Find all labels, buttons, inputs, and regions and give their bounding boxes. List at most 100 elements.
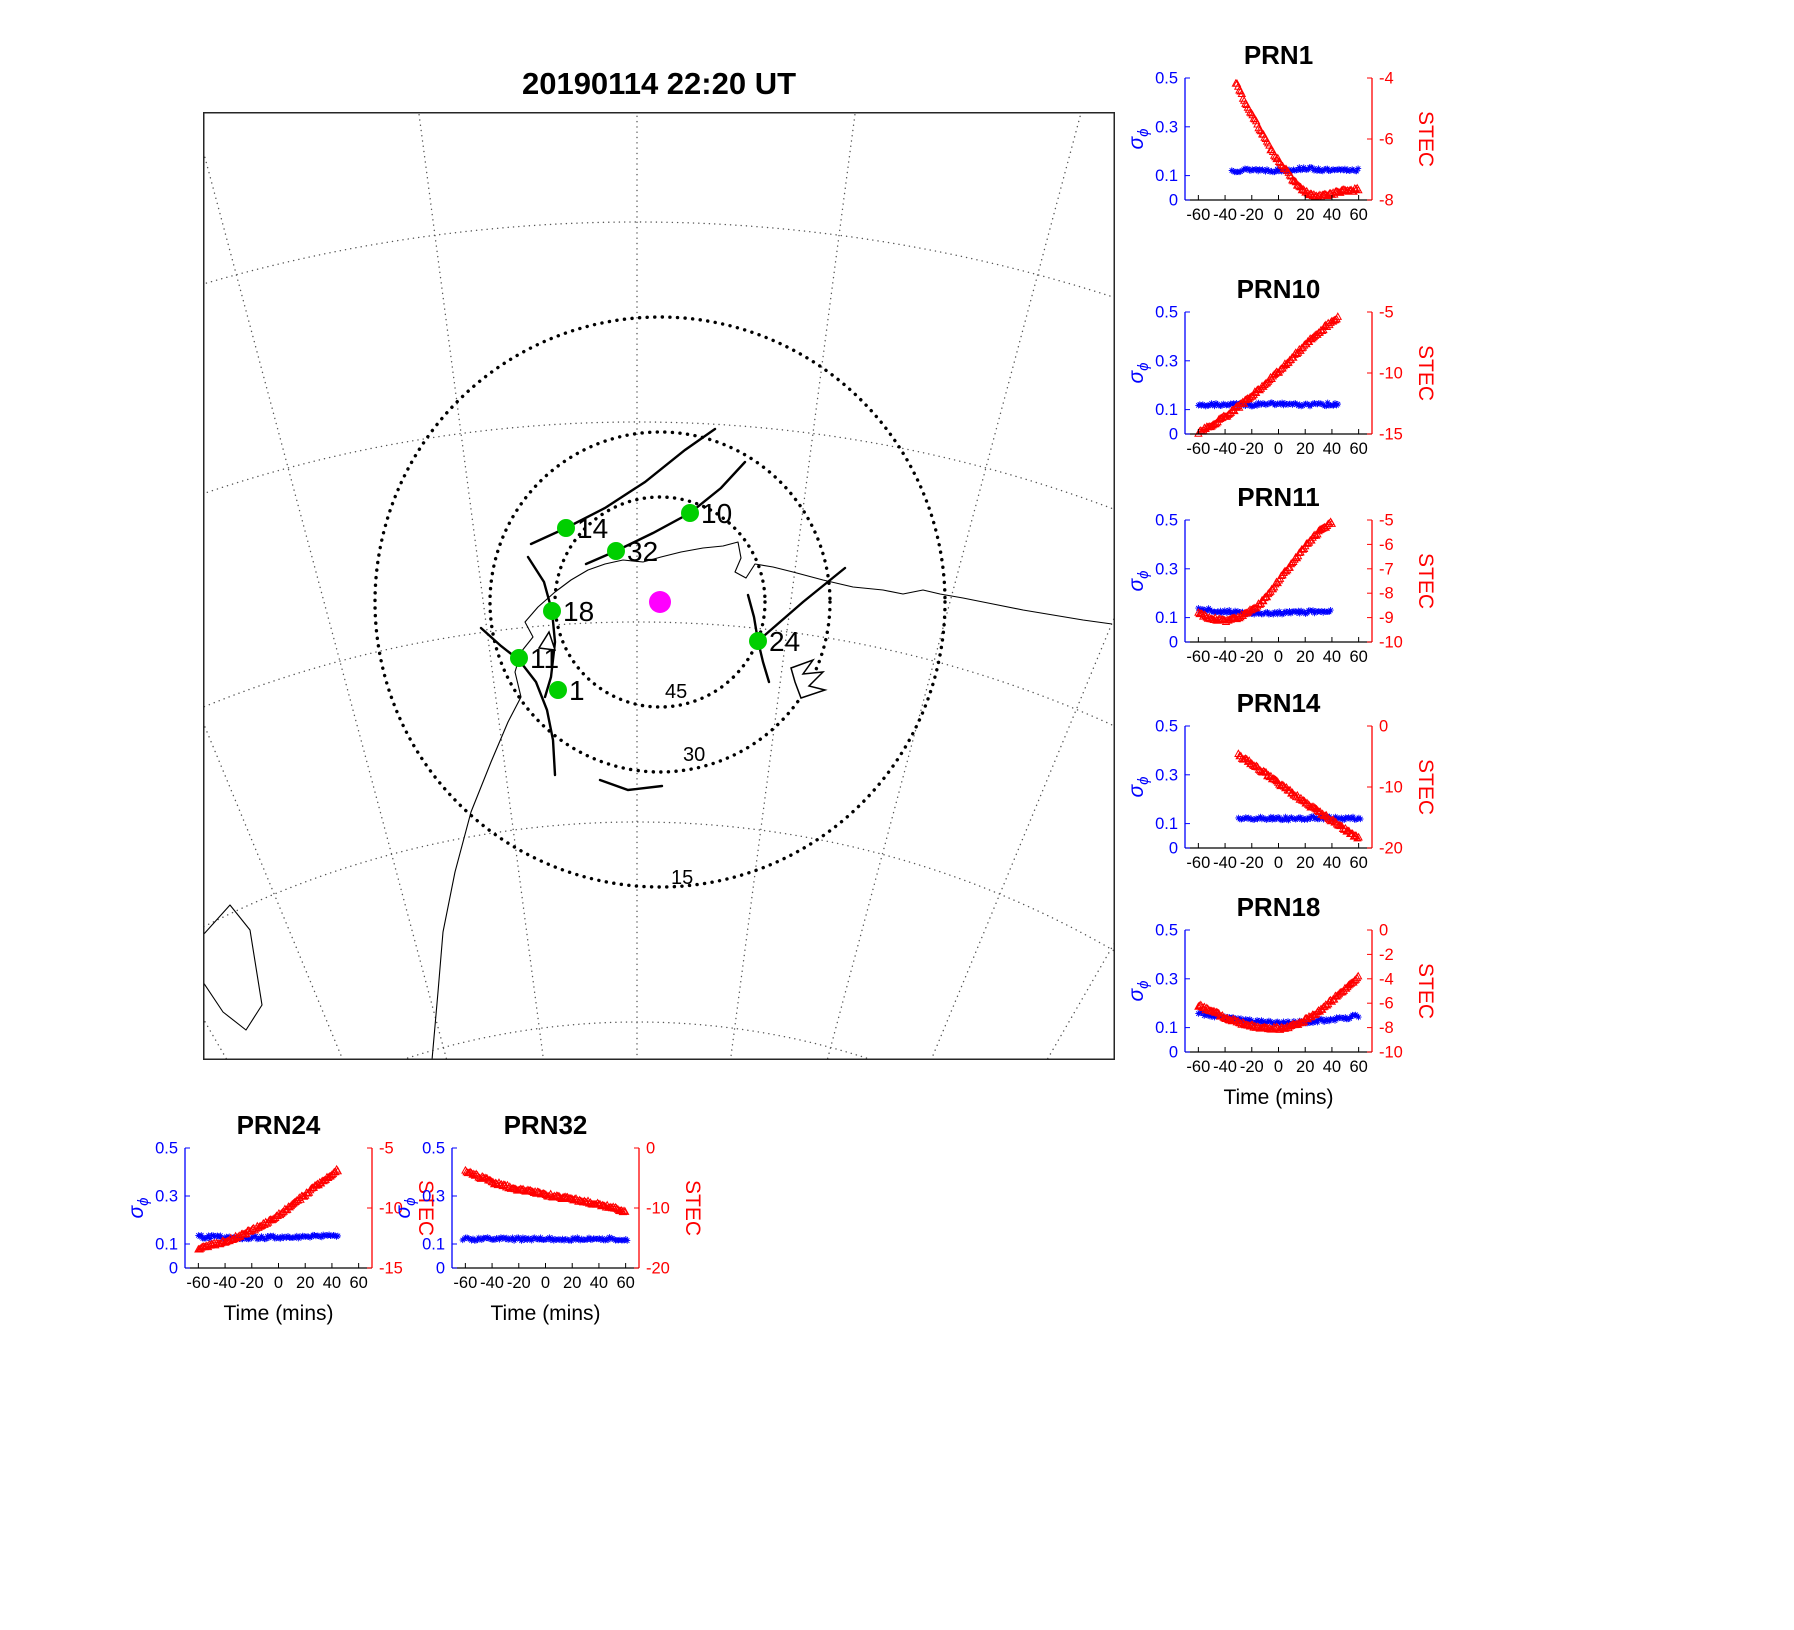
left-axis-label: σϕ: [392, 1197, 419, 1218]
axes: -60 -40 -20 0 20 40 60 0 0.1 0.3 0.5 -5 -6 -7 -8 -9 -10 P…: [1125, 482, 1437, 666]
right-tick-label: 0: [1379, 718, 1388, 736]
right-axis-label: STEC: [1414, 345, 1437, 401]
chart-title: PRN14: [1237, 688, 1321, 718]
left-tick-label: 0.3: [1155, 766, 1178, 784]
x-tick-label: -20: [1240, 1058, 1264, 1076]
chart-title: PRN32: [504, 1110, 588, 1140]
x-tick-label: 60: [1349, 1058, 1367, 1076]
svg-text:STEC: STEC: [1414, 345, 1437, 401]
x-tick-label: 40: [1323, 206, 1341, 224]
x-tick-label: 0: [1274, 206, 1283, 224]
left-tick-label: 0: [1169, 192, 1178, 210]
x-tick-label: 60: [1349, 854, 1367, 872]
right-tick-label: -10: [1379, 365, 1403, 383]
right-tick-label: -5: [1379, 512, 1394, 530]
x-axis-label: Time (mins): [223, 1302, 333, 1325]
svg-text:σϕ: σϕ: [1125, 362, 1152, 383]
right-tick-label: -10: [1379, 1044, 1403, 1062]
left-tick-label: 0.1: [1155, 1019, 1178, 1037]
axes: -60 -40 -20 0 20 40 60 0 0.1 0.3 0.5 -5 -10 -15 PRN24 T…: [125, 1110, 437, 1325]
x-tick-label: 60: [1349, 206, 1367, 224]
x-tick-label: -20: [1240, 854, 1264, 872]
right-tick-label: -10: [1379, 779, 1403, 797]
right-axis-label: STEC: [1414, 553, 1437, 609]
x-tick-label: -40: [213, 1274, 237, 1292]
x-axis-label: Time (mins): [490, 1302, 600, 1325]
x-tick-label: -20: [507, 1274, 531, 1292]
x-tick-label: -40: [1213, 206, 1237, 224]
left-axis-label: σϕ: [125, 1197, 152, 1218]
right-tick-label: -6: [1379, 536, 1394, 554]
stec-series: [1194, 517, 1337, 625]
right-tick-label: -6: [1379, 995, 1394, 1013]
x-tick-label: 0: [274, 1274, 283, 1292]
x-tick-label: -40: [1213, 440, 1237, 458]
sigma-phi-series: [459, 1234, 631, 1244]
left-tick-label: 0: [1169, 1044, 1178, 1062]
chart-prn10: -60 -40 -20 0 20 40 60 0 0.1 0.3 0.5 -5 -10 -15 PRN10 σ…: [1117, 274, 1437, 462]
right-tick-label: -4: [1379, 970, 1394, 988]
left-tick-label: 0: [1169, 840, 1178, 858]
left-tick-label: 0.5: [422, 1140, 445, 1158]
x-tick-label: 40: [1323, 648, 1341, 666]
x-tick-label: 0: [541, 1274, 550, 1292]
x-tick-label: 40: [590, 1274, 608, 1292]
x-tick-label: -40: [1213, 1058, 1237, 1076]
x-tick-label: 20: [563, 1274, 581, 1292]
x-tick-label: 20: [1296, 206, 1314, 224]
left-tick-label: 0: [169, 1260, 178, 1278]
x-tick-label: 40: [1323, 1058, 1341, 1076]
satellite-dot-prn18: [543, 602, 561, 620]
left-tick-label: 0.1: [422, 1236, 445, 1254]
satellite-label-prn11: 11: [530, 643, 559, 674]
left-axis-label: σϕ: [1125, 776, 1152, 797]
station-marker: [649, 591, 671, 613]
x-tick-label: -40: [480, 1274, 504, 1292]
svg-text:σϕ: σϕ: [392, 1197, 419, 1218]
stec-series: [1231, 78, 1363, 201]
satellite-dot-prn10: [681, 504, 699, 522]
x-tick-label: 0: [1274, 648, 1283, 666]
x-tick-label: 40: [323, 1274, 341, 1292]
right-tick-label: -5: [379, 1140, 394, 1158]
left-tick-label: 0.5: [1155, 922, 1178, 940]
right-axis-label: STEC: [1414, 963, 1437, 1019]
right-tick-label: -20: [1379, 840, 1403, 858]
left-tick-label: 0.3: [1155, 970, 1178, 988]
right-tick-label: -10: [1379, 634, 1403, 652]
right-axis-label: STEC: [1414, 759, 1437, 815]
stec-series: [1194, 971, 1363, 1033]
chart-prn24: -60 -40 -20 0 20 40 60 0 0.1 0.3 0.5 -5 -10 -15 PRN24 T…: [117, 1110, 437, 1325]
right-tick-label: 0: [1379, 922, 1388, 940]
right-axis-label: STEC: [1414, 111, 1437, 167]
left-tick-label: 0.1: [1155, 609, 1178, 627]
chart-title: PRN18: [1237, 892, 1321, 922]
right-tick-label: -7: [1379, 560, 1394, 578]
sky-map-plot: 45 30 15 14 10 32 18 24 11 1: [203, 112, 1115, 1060]
svg-text:STEC: STEC: [1414, 963, 1437, 1019]
x-axis-label: Time (mins): [1223, 1086, 1333, 1109]
right-tick-label: -10: [379, 1200, 403, 1218]
chart-prn32: -60 -40 -20 0 20 40 60 0 0.1 0.3 0.5 0 -10 -20 PRN32 Ti…: [384, 1110, 704, 1325]
right-tick-label: -9: [1379, 609, 1394, 627]
svg-text:σϕ: σϕ: [125, 1197, 152, 1218]
chart-prn18: -60 -40 -20 0 20 40 60 0 0.1 0.3 0.5 0 -2 -4 -6 -8 -10 PR…: [1117, 892, 1437, 1109]
left-tick-label: 0.5: [155, 1140, 178, 1158]
x-tick-label: 0: [1274, 854, 1283, 872]
left-tick-label: 0.3: [1155, 352, 1178, 370]
right-tick-label: -15: [379, 1260, 403, 1278]
satellite-label-prn14: 14: [577, 513, 608, 544]
stec-series: [1234, 749, 1363, 842]
sigma-phi-series: [1235, 812, 1364, 824]
left-tick-label: 0.5: [1155, 718, 1178, 736]
left-axis-label: σϕ: [1125, 362, 1152, 383]
x-tick-label: -60: [186, 1274, 210, 1292]
chart-title: PRN24: [237, 1110, 321, 1140]
x-tick-label: 60: [1349, 440, 1367, 458]
right-tick-label: -8: [1379, 585, 1394, 603]
left-tick-label: 0.1: [1155, 167, 1178, 185]
satellite-label-prn32: 32: [627, 536, 658, 567]
svg-text:STEC: STEC: [414, 1180, 437, 1236]
